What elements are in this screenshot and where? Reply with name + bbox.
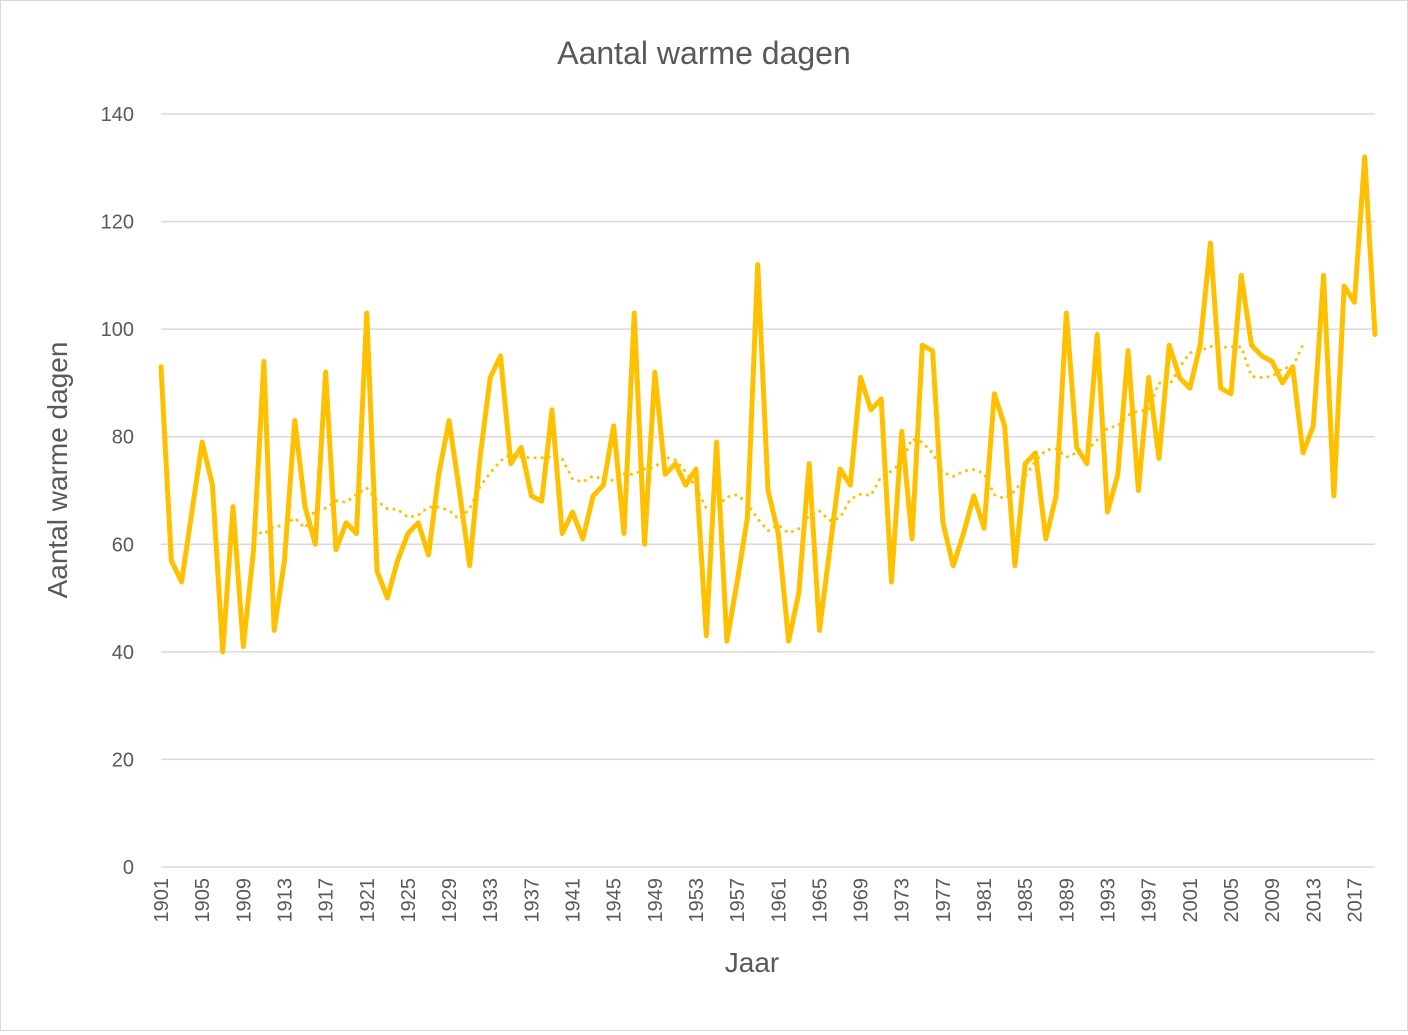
x-tick-label: 1957 [727,878,749,923]
x-axis-ticks: 1901 1905 1909 1913 1917 1921 1925 1929 1933 1937… [151,878,1366,923]
x-tick-label: 1953 [686,878,708,923]
x-tick-label: 1937 [521,878,543,923]
x-tick-label: 2017 [1344,878,1366,923]
x-tick-label: 2001 [1180,878,1202,923]
x-tick-label: 1993 [1098,878,1120,923]
trendline-series [252,343,1305,536]
x-tick-label: 1929 [439,878,461,923]
x-tick-label: 1961 [768,878,790,923]
x-tick-label: 1981 [974,878,996,923]
x-tick-label: 1997 [1139,878,1161,923]
x-tick-label: 2013 [1303,878,1325,923]
x-tick-label: 1985 [1015,878,1037,923]
warm-days-series [158,154,1378,655]
x-tick-label: 1977 [933,878,955,923]
x-axis-title: Jaar [725,947,779,978]
series-group [158,154,1378,655]
x-tick-label: 1925 [398,878,420,923]
y-tick-label: 120 [101,212,134,234]
x-tick-label: 2009 [1262,878,1284,923]
x-tick-label: 1989 [1056,878,1078,923]
y-tick-label: 20 [112,749,134,771]
y-tick-label: 140 [101,104,134,126]
x-tick-label: 1921 [357,878,379,923]
x-tick-label: 1949 [645,878,667,923]
y-axis-title: Aantal warme dagen [42,342,73,599]
x-tick-label: 1933 [480,878,502,923]
x-tick-label: 2005 [1221,878,1243,923]
x-tick-label: 1909 [233,878,255,923]
y-tick-label: 60 [112,534,134,556]
x-tick-label: 1973 [892,878,914,923]
x-tick-label: 1917 [316,878,338,923]
x-tick-label: 1945 [604,878,626,923]
y-tick-label: 40 [112,642,134,664]
y-tick-label: 100 [101,319,134,341]
x-tick-label: 1905 [192,878,214,923]
x-tick-label: 1901 [151,878,173,923]
y-tick-label: 0 [123,857,134,879]
x-tick-label: 1941 [563,878,585,923]
x-tick-label: 1969 [851,878,873,923]
x-tick-label: 1913 [274,878,296,923]
x-tick-label: 1965 [809,878,831,923]
chart-title: Aantal warme dagen [557,35,851,71]
y-tick-label: 80 [112,427,134,449]
y-axis-ticks: 0 20 40 60 80 100 120 140 [101,104,134,879]
